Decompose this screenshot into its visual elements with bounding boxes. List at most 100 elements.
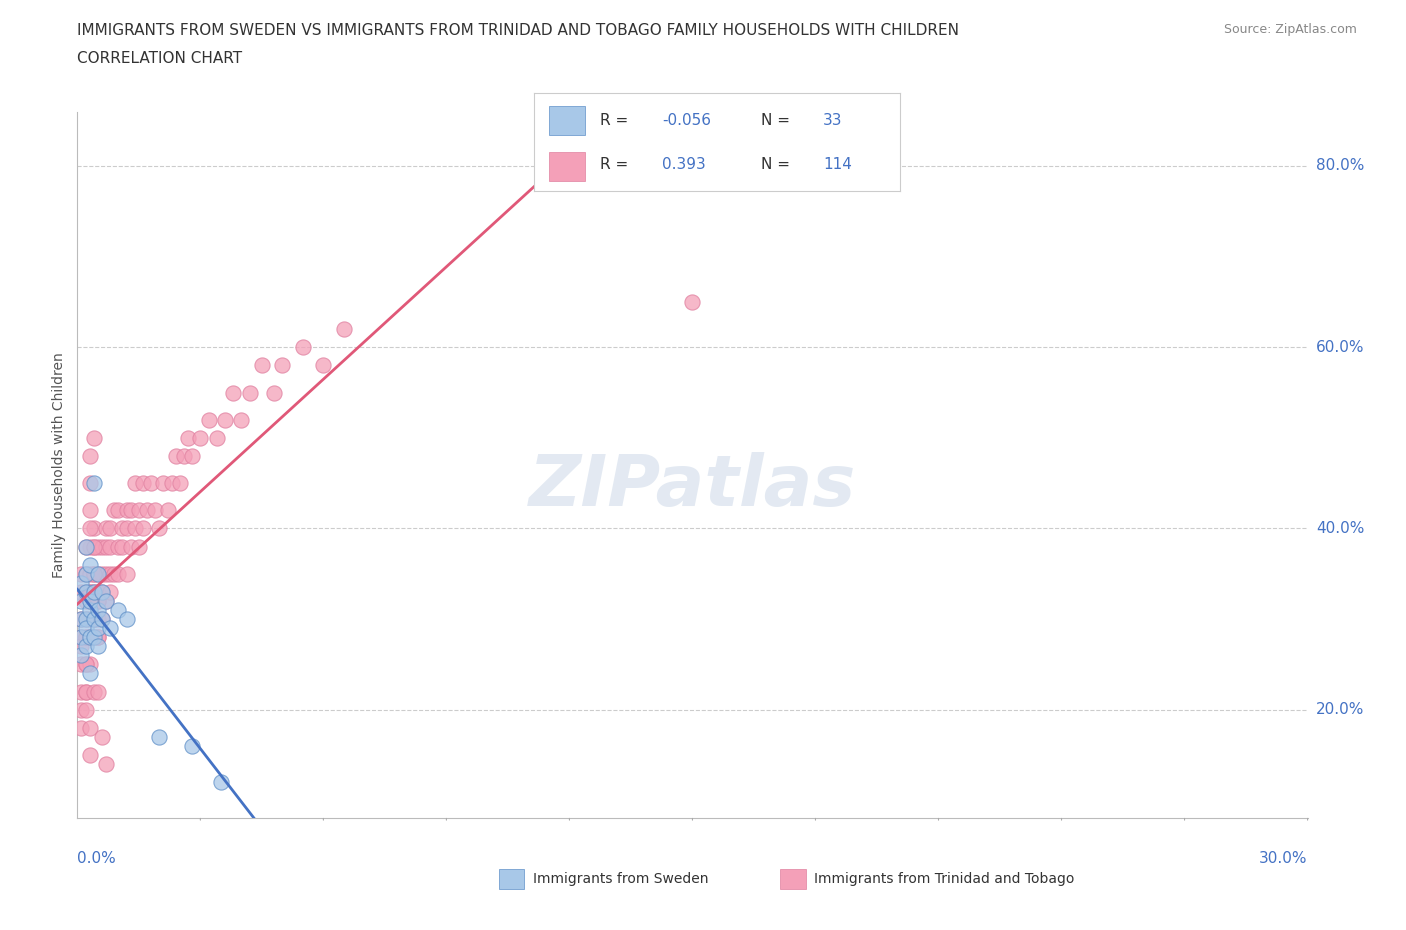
Text: IMMIGRANTS FROM SWEDEN VS IMMIGRANTS FROM TRINIDAD AND TOBAGO FAMILY HOUSEHOLDS : IMMIGRANTS FROM SWEDEN VS IMMIGRANTS FRO… [77,23,959,38]
Point [83,539,105,554]
Point [70,702,93,717]
Point [79,584,101,599]
Point [87,630,110,644]
Point [107,603,129,618]
Point [87,566,110,581]
Point [98,521,121,536]
Point [115,612,138,627]
Point [79,593,101,608]
Point [79,748,101,763]
Point [75,593,97,608]
Point [70,657,93,671]
Point [98,539,121,554]
Point [75,630,97,644]
Point [239,385,262,400]
Point [124,521,146,536]
Point [103,503,125,518]
Point [181,448,204,463]
Point [156,503,179,518]
Point [111,521,134,536]
Point [94,566,117,581]
FancyBboxPatch shape [548,106,585,135]
Point [75,702,97,717]
Point [197,412,219,427]
FancyBboxPatch shape [548,152,585,180]
Point [165,448,187,463]
Point [83,539,105,554]
Text: -0.056: -0.056 [662,113,711,127]
Point [141,475,163,490]
Point [87,584,110,599]
Point [90,539,114,554]
Point [79,521,101,536]
Point [107,503,129,518]
Y-axis label: Family Households with Children: Family Households with Children [52,352,66,578]
Point [83,612,105,627]
Point [83,584,105,599]
Point [115,566,138,581]
Point [333,322,356,337]
Point [188,431,212,445]
Point [75,639,97,654]
Point [75,657,97,671]
Text: CORRELATION CHART: CORRELATION CHART [77,51,242,66]
FancyBboxPatch shape [780,869,806,889]
Point [79,584,101,599]
Point [222,385,245,400]
Point [90,612,114,627]
Point [79,612,101,627]
Point [83,521,105,536]
Point [83,612,105,627]
Point [94,593,117,608]
Point [70,612,93,627]
Point [152,475,174,490]
Point [263,385,285,400]
Point [250,358,273,373]
Point [87,539,110,554]
Point [94,593,117,608]
Point [128,539,150,554]
Point [75,539,97,554]
Point [98,566,121,581]
Point [87,639,110,654]
Point [70,593,93,608]
Point [94,757,117,772]
Point [70,630,93,644]
Point [70,684,93,699]
Point [209,775,232,790]
Point [75,566,97,581]
Point [70,648,93,663]
Point [98,620,121,635]
Point [83,584,105,599]
Point [143,503,166,518]
Point [83,630,105,644]
Point [79,566,101,581]
Point [132,475,155,490]
Point [79,603,101,618]
Text: 20.0%: 20.0% [1316,702,1364,717]
Point [79,593,101,608]
Point [120,503,142,518]
Point [115,503,138,518]
Point [83,630,105,644]
Point [111,539,134,554]
Point [79,630,101,644]
Point [75,612,97,627]
Point [79,630,101,644]
Point [160,475,183,490]
Point [75,657,97,671]
Point [79,475,101,490]
Point [205,431,228,445]
Point [75,584,97,599]
Point [70,639,93,654]
Text: Source: ZipAtlas.com: Source: ZipAtlas.com [1223,23,1357,36]
Point [90,566,114,581]
Point [79,448,101,463]
Point [87,630,110,644]
Point [107,566,129,581]
Point [83,566,105,581]
Point [90,584,114,599]
Point [79,721,101,736]
Point [291,339,314,354]
Text: 80.0%: 80.0% [1316,158,1364,174]
